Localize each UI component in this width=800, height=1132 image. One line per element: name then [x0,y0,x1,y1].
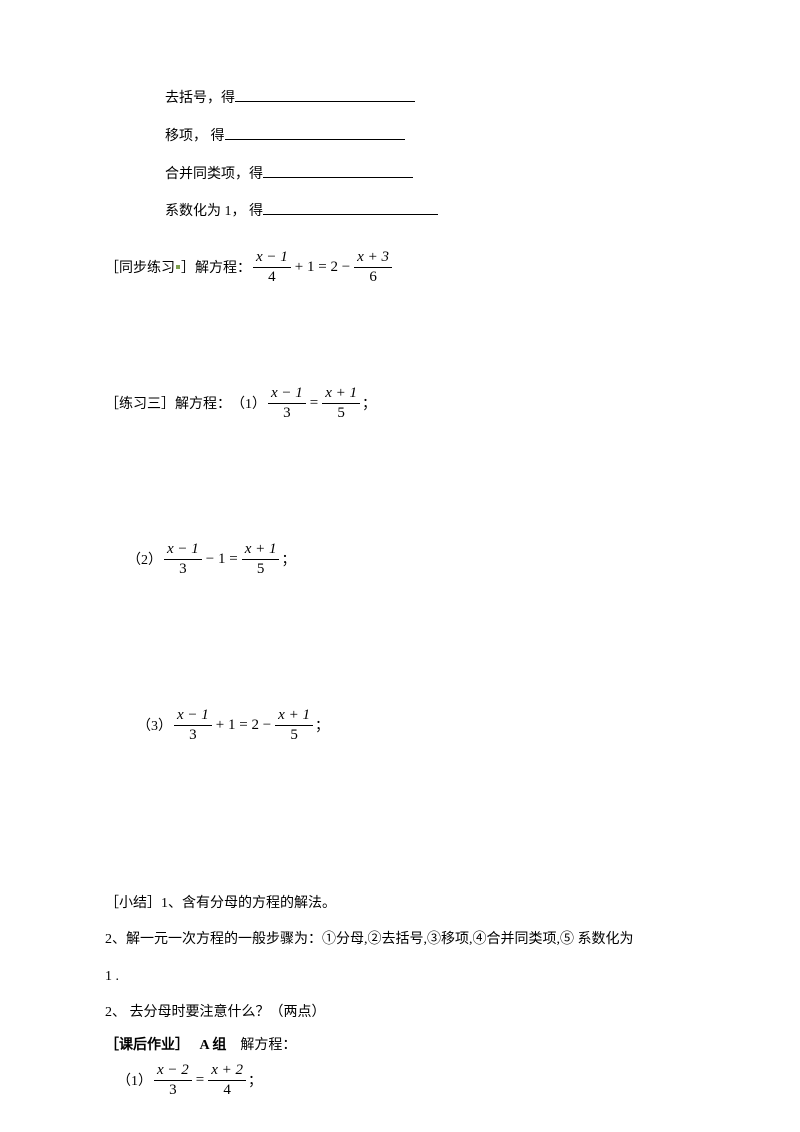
hw-title-pre: ［课后作业］ [105,1038,189,1053]
math-text: = [310,395,318,412]
summary-line-3: 1 . [105,961,695,993]
hw-title-post: 解方程： [240,1038,296,1053]
fraction: x − 1 4 [253,249,291,285]
blank [225,139,405,140]
step-move-terms: 移项， 得 [165,118,695,156]
tail: ； [248,1070,262,1090]
fraction: x + 1 5 [322,385,360,421]
tail: ； [315,715,329,735]
fraction: x + 1 5 [242,541,280,577]
step-label: 系数化为 1， 得 [165,204,263,219]
fraction: x + 3 6 [354,249,392,285]
blank [263,177,413,178]
step-coefficient: 系数化为 1， 得 [165,193,695,231]
ex3-p1-label: （1） [231,393,266,413]
exercise-3-2: （2） x − 1 3 − 1 = x + 1 5 ； [127,541,695,577]
fraction: x − 1 3 [268,385,306,421]
step-label: 合并同类项，得 [165,167,263,182]
ex2-label-pre: ［同步练习 [105,257,175,277]
ex2-label-post: ］解方程： [181,257,251,277]
fraction: x + 1 5 [275,707,313,743]
blank [263,214,438,215]
step-remove-brackets: 去括号，得 [165,80,695,118]
math-text: + 1 = 2 − [216,717,271,734]
exercise-3-1: ［练习三］解方程： （1） x − 1 3 = x + 1 5 ； [105,385,695,421]
hw-p1-label: （1） [117,1070,152,1090]
fraction: x − 2 3 [154,1062,192,1098]
exercise-2: ［同步练习 ］解方程： x − 1 4 + 1 = 2 − x + 3 6 [105,249,695,285]
math-text: − 1 = [206,551,238,568]
summary-line-1: ［小结］1、含有分母的方程的解法。 [105,888,695,920]
hw-group: A 组 [200,1038,227,1053]
ex3-p2-label: （2） [127,549,162,569]
summary-line-4: 2、 去分母时要注意什么？（两点） [105,997,695,1029]
ex3-title: ［练习三］解方程： [105,393,231,413]
homework-title: ［课后作业］ A 组 解方程： [105,1033,695,1058]
fraction: x − 1 3 [164,541,202,577]
homework-1: （1） x − 2 3 = x + 2 4 ； [117,1062,695,1098]
tail: ； [281,549,295,569]
blank [235,101,415,102]
summary-line-2: 2、解一元一次方程的一般步骤为：①分母,②去括号,③移项,④合并同类项,⑤ 系数… [105,924,695,956]
step-label: 去括号，得 [165,91,235,106]
math-text: + 1 = 2 − [295,259,350,276]
step-label: 移项， 得 [165,129,225,144]
math-text: = [196,1072,204,1089]
ex3-p3-label: （3） [137,715,172,735]
step-combine: 合并同类项，得 [165,156,695,194]
dot-icon [176,265,180,269]
fraction: x − 1 3 [174,707,212,743]
tail: ； [362,393,376,413]
fraction: x + 2 4 [208,1062,246,1098]
exercise-3-3: （3） x − 1 3 + 1 = 2 − x + 1 5 ； [137,707,695,743]
